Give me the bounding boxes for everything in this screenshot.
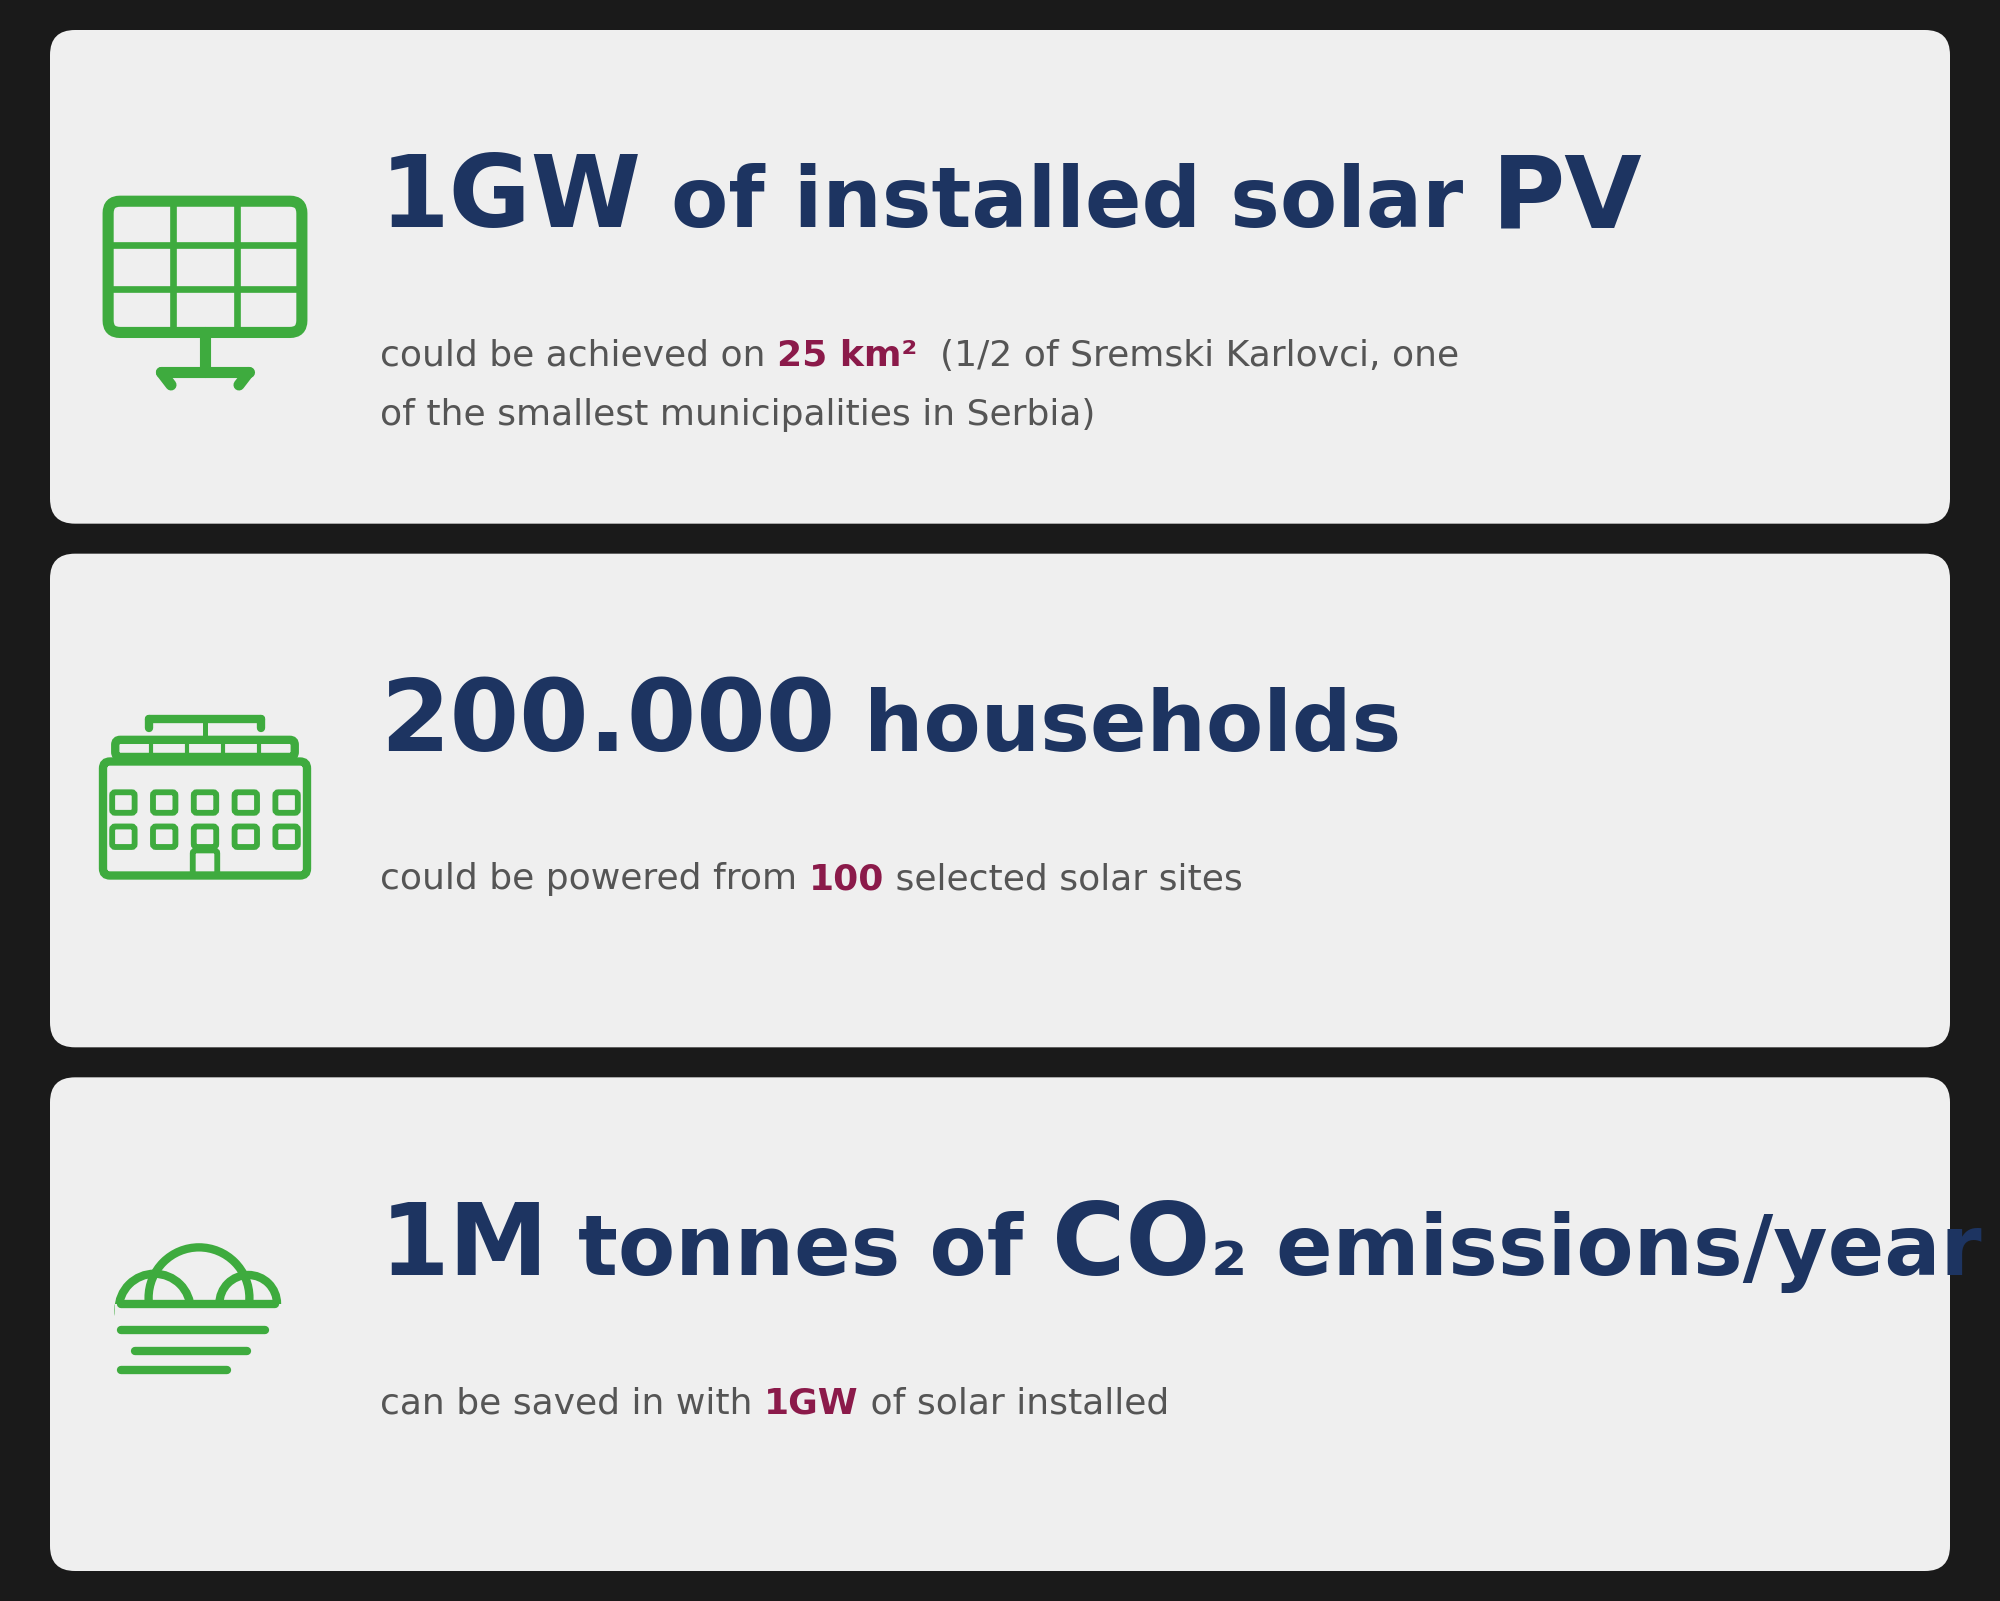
- Text: (1/2 of Sremski Karlovci, one: (1/2 of Sremski Karlovci, one: [918, 339, 1460, 373]
- Text: 1GW: 1GW: [380, 152, 642, 248]
- Text: of solar installed: of solar installed: [858, 1386, 1168, 1420]
- Text: can be saved in with: can be saved in with: [380, 1386, 764, 1420]
- Text: 1M: 1M: [380, 1199, 550, 1295]
- Text: 25 km²: 25 km²: [776, 339, 918, 373]
- Text: could be powered from: could be powered from: [380, 863, 808, 897]
- Text: 200.000: 200.000: [380, 676, 836, 772]
- FancyBboxPatch shape: [50, 554, 1950, 1047]
- Text: selected solar sites: selected solar sites: [884, 863, 1242, 897]
- Text: could be achieved on: could be achieved on: [380, 339, 776, 373]
- Text: of installed solar: of installed solar: [642, 163, 1492, 245]
- Text: of the smallest municipalities in Serbia): of the smallest municipalities in Serbia…: [380, 399, 1096, 432]
- Text: emissions/year: emissions/year: [1248, 1210, 1982, 1292]
- Text: PV: PV: [1492, 152, 1642, 248]
- Bar: [114, 1303, 294, 1370]
- FancyBboxPatch shape: [50, 30, 1950, 524]
- Text: tonnes of: tonnes of: [550, 1210, 1052, 1292]
- Text: households: households: [836, 687, 1402, 768]
- Text: 1GW: 1GW: [764, 1386, 858, 1420]
- Text: CO: CO: [1052, 1199, 1210, 1295]
- Text: 100: 100: [808, 863, 884, 897]
- FancyBboxPatch shape: [50, 1077, 1950, 1571]
- Text: ₂: ₂: [1210, 1210, 1248, 1292]
